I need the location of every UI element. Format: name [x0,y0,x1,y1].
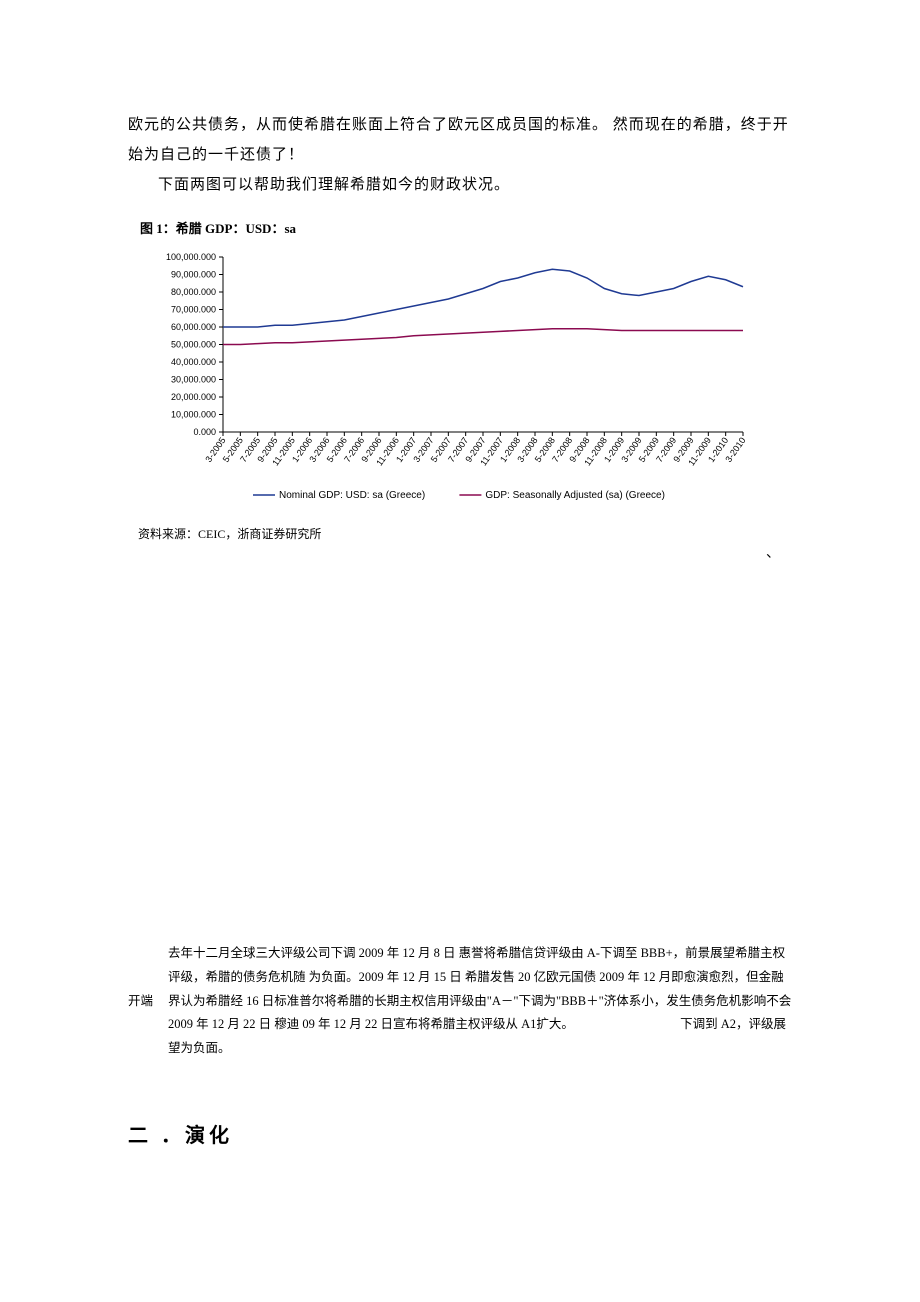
gdp-chart: 0.000 10,000.000 20,000.000 30,000.000 40,00… [138,247,758,507]
svg-text:20,000.000: 20,000.000 [171,392,216,402]
svg-text:90,000.000: 90,000.000 [171,270,216,280]
svg-text:50,000.000: 50,000.000 [171,340,216,350]
section-heading-2: 二 ．演化 [128,1119,792,1148]
svg-text:GDP: Seasonally Adjusted (sa): GDP: Seasonally Adjusted (sa) (Greece) [485,490,665,501]
accent-mark: 、 [766,542,780,562]
svg-text:70,000.000: 70,000.000 [171,305,216,315]
svg-text:60,000.000: 60,000.000 [171,322,216,332]
chart-source: 资料来源：CEIC，浙商证券研究所 [138,525,792,542]
svg-text:0.000: 0.000 [193,427,216,437]
paragraph-2: 下面两图可以帮助我们理解希腊如今的财政状况。 [128,170,792,200]
timeline-label: 开端 [128,942,168,1061]
chart-title: 图 1：希腊 GDP：USD：sa [140,218,792,237]
svg-text:10,000.000: 10,000.000 [171,410,216,420]
paragraph-1: 欧元的公共债务，从而使希腊在账面上符合了欧元区成员国的标准。 然而现在的希腊，终… [128,110,792,170]
timeline-block: 开端 去年十二月全球三大评级公司下调 2009 年 12 月 8 日 惠誉将希腊… [128,942,792,1061]
svg-text:Nominal GDP: USD: sa (Greece): Nominal GDP: USD: sa (Greece) [279,490,425,501]
timeline-text: 去年十二月全球三大评级公司下调 2009 年 12 月 8 日 惠誉将希腊信贷评… [168,942,792,1061]
svg-text:40,000.000: 40,000.000 [171,357,216,367]
svg-text:100,000.000: 100,000.000 [166,252,216,262]
svg-text:30,000.000: 30,000.000 [171,375,216,385]
svg-text:80,000.000: 80,000.000 [171,287,216,297]
